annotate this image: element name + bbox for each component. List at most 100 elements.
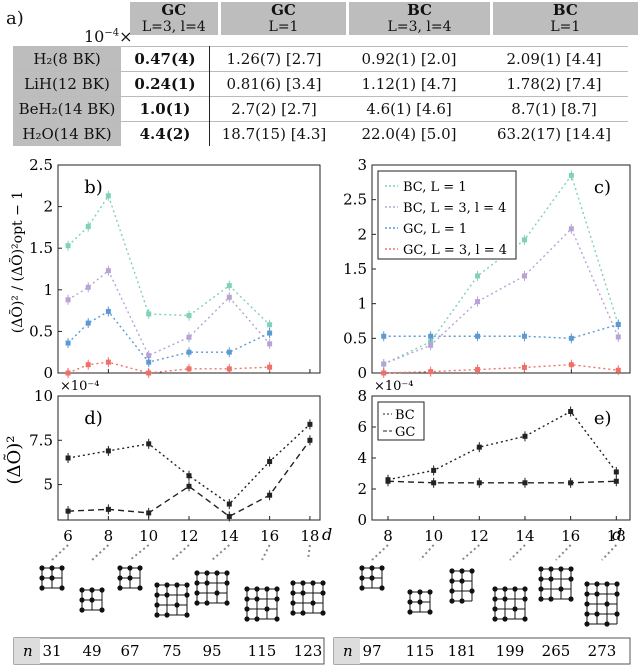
- data-point: [146, 510, 152, 516]
- data-point: [428, 342, 434, 348]
- cell: 8.7(1) [8.7]: [480, 96, 628, 122]
- n-box: [333, 637, 631, 665]
- graph-node: [300, 580, 306, 586]
- series-line: [383, 227, 619, 365]
- series-line: [387, 410, 617, 481]
- graph-node: [194, 600, 200, 606]
- graph-node: [244, 586, 250, 592]
- data-point: [65, 455, 71, 461]
- connector: [51, 544, 69, 561]
- n-label: n: [23, 642, 33, 660]
- graph-node: [274, 596, 280, 602]
- table-header: GC L=3, l=4 GC L=1 BC L=3, l=4 BC L=1: [130, 2, 638, 35]
- cell: 22.0(4) [5.0]: [338, 121, 480, 146]
- data-point: [146, 311, 152, 317]
- graph-node: [264, 586, 270, 592]
- y-tick-label: 2.5: [29, 156, 53, 174]
- graph-node: [204, 570, 210, 576]
- cell: 4.6(1) [4.6]: [338, 96, 480, 122]
- series-line: [383, 323, 619, 340]
- n-value: 115: [248, 642, 277, 660]
- connector: [461, 544, 480, 561]
- graph-node: [512, 606, 518, 612]
- graph-node: [558, 566, 564, 572]
- graph-node: [614, 591, 620, 597]
- header-col-3: BC L=3, l=4: [346, 2, 492, 35]
- graph-node: [538, 596, 544, 602]
- y-tick-label: 0: [357, 511, 367, 529]
- data-point: [613, 469, 619, 475]
- x-tick-label: 14: [220, 527, 239, 545]
- data-point: [521, 237, 527, 243]
- n-value: 97: [362, 642, 381, 660]
- data-point: [186, 349, 192, 355]
- data-point: [105, 308, 111, 314]
- graph-node: [184, 592, 190, 598]
- graph-node: [407, 599, 413, 605]
- graph-node: [359, 575, 365, 581]
- data-point: [381, 370, 387, 376]
- graph-node: [492, 596, 498, 602]
- graph-node: [359, 585, 365, 591]
- graph-node: [538, 566, 544, 572]
- graph-node: [449, 598, 455, 604]
- series-line: [67, 194, 271, 326]
- graph-node: [379, 565, 385, 571]
- data-point: [85, 284, 91, 290]
- graph-node: [59, 565, 65, 571]
- data-point: [226, 349, 232, 355]
- graph-node: [204, 580, 210, 586]
- data-point: [65, 297, 71, 303]
- data-point: [428, 333, 434, 339]
- graph-node: [244, 596, 250, 602]
- data-point: [615, 334, 621, 340]
- y-tick-label: 1: [43, 281, 53, 299]
- graph-node: [417, 589, 423, 595]
- n-value: 115: [406, 642, 435, 660]
- graph-node: [137, 565, 143, 571]
- data-point: [65, 340, 71, 346]
- graph-node: [194, 580, 200, 586]
- x-axis-label: d: [612, 525, 622, 544]
- y-tick-label: 1.5: [343, 260, 367, 278]
- data-point: [475, 333, 481, 339]
- graph-node: [594, 581, 600, 587]
- graph-node: [369, 565, 375, 571]
- graph-node: [99, 607, 105, 613]
- graph-node: [492, 586, 498, 592]
- chart-e: 0 2 4 6 8 8 10 12 14 16 18 e) ×10⁻⁴ d: [357, 379, 631, 545]
- graphs-left: [39, 544, 326, 622]
- graph-node: [224, 600, 230, 606]
- cell: 2.7(2) [2.7]: [209, 96, 338, 122]
- graph-node: [459, 568, 465, 574]
- legend-box: [377, 401, 425, 441]
- data-point: [226, 513, 232, 519]
- x-tick-label: 6: [63, 527, 73, 545]
- y-tick-label: 8: [357, 387, 367, 405]
- cell: 18.7(15) [4.3]: [209, 121, 338, 146]
- graph-node: [39, 565, 45, 571]
- table-scale: 10−4×: [84, 27, 133, 46]
- data-point: [428, 369, 434, 375]
- scale-label: ×10⁻⁴: [374, 379, 414, 394]
- data-point: [105, 193, 111, 199]
- chart-b: 0 0.5 1 1.5 2 2.5 b) (ΔÕ)² / (ΔÕ)²opt − 1: [8, 156, 321, 382]
- graph-node: [290, 610, 296, 616]
- data-point: [85, 320, 91, 326]
- data-point: [105, 448, 111, 454]
- graph-node: [522, 616, 528, 622]
- data-point: [226, 294, 232, 300]
- data-point: [267, 459, 273, 465]
- graph-node: [127, 575, 133, 581]
- graph-node: [584, 581, 590, 587]
- panel-label-a: a): [6, 8, 24, 29]
- n-label: n: [343, 642, 353, 660]
- table-body: H₂(8 BK) 0.47(4) 1.26(7) [2.7] 0.92(1) […: [13, 46, 628, 146]
- connector: [171, 544, 190, 561]
- graph-node: [548, 566, 554, 572]
- data-point: [568, 362, 574, 368]
- graph-node: [300, 590, 306, 596]
- cell: 4.4(2): [121, 121, 210, 146]
- graph-node: [59, 585, 65, 591]
- data-point: [186, 313, 192, 319]
